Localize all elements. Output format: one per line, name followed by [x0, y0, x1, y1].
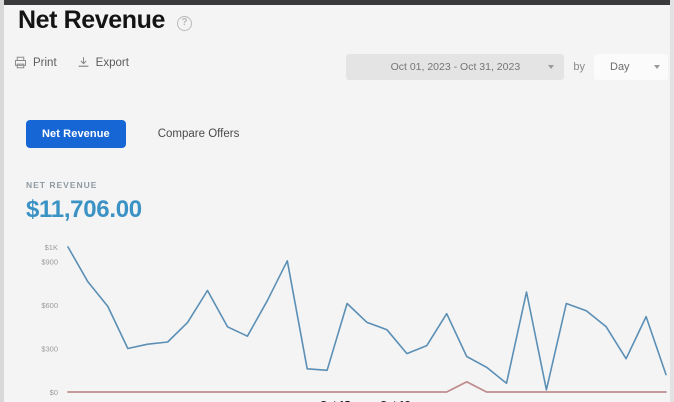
date-range-value: Oct 01, 2023 - Oct 31, 2023	[390, 61, 521, 73]
x-axis-tick-label: Oct 18	[380, 400, 411, 402]
y-axis-tick-label: $0	[50, 388, 58, 397]
y-axis-tick-label: $1K	[45, 243, 58, 252]
x-axis-tick-label: Oct 15	[320, 400, 351, 402]
help-circle-icon[interactable]: ?	[177, 15, 193, 31]
report-toolbar: Print Export	[14, 56, 129, 69]
print-button[interactable]: Print	[14, 56, 57, 69]
interval-value: Day	[610, 61, 630, 73]
by-label: by	[573, 61, 585, 73]
page-header: Net Revenue ?	[18, 6, 193, 35]
export-button[interactable]: Export	[77, 56, 129, 69]
tab-net-revenue[interactable]: Net Revenue	[26, 120, 126, 148]
y-axis-tick-label: $300	[41, 345, 58, 354]
video-frame-left-edge	[0, 0, 4, 402]
net-revenue-line-chart: $1K $900 $600 $300 $0 Oct 15 Oct 18	[41, 243, 667, 402]
series-baseline-line	[67, 246, 667, 391]
printer-icon	[14, 56, 27, 69]
kpi-net-revenue: NET REVENUE $11,706.00	[26, 180, 142, 224]
y-axis-tick-label: $600	[41, 301, 58, 310]
interval-select[interactable]: Day	[594, 54, 668, 80]
chevron-down-icon	[548, 65, 555, 69]
page-title: Net Revenue	[18, 6, 166, 34]
y-axis-tick-label: $900	[41, 258, 58, 267]
date-range-picker[interactable]: Oct 01, 2023 - Oct 31, 2023	[346, 54, 565, 80]
date-controls: Oct 01, 2023 - Oct 31, 2023 by Day	[346, 54, 668, 80]
print-label: Print	[33, 56, 57, 69]
export-label: Export	[95, 56, 129, 69]
video-frame-top-edge	[0, 0, 674, 5]
y-axis-tick-labels: $1K $900 $600 $300 $0	[41, 243, 58, 397]
tab-compare-offers[interactable]: Compare Offers	[157, 128, 240, 140]
report-tabs: Net Revenue Compare Offers	[26, 120, 239, 148]
x-axis-tick-labels: Oct 15 Oct 18	[320, 400, 411, 402]
chevron-down-icon	[654, 65, 660, 69]
series-net-revenue-line	[67, 380, 667, 393]
download-icon	[78, 57, 89, 67]
net-revenue-chart: $1K $900 $600 $300 $0 Oct 15 Oct 18	[0, 232, 674, 402]
video-frame-right-edge	[670, 0, 674, 402]
kpi-label: NET REVENUE	[26, 180, 98, 190]
kpi-value: $11,706.00	[26, 196, 142, 223]
